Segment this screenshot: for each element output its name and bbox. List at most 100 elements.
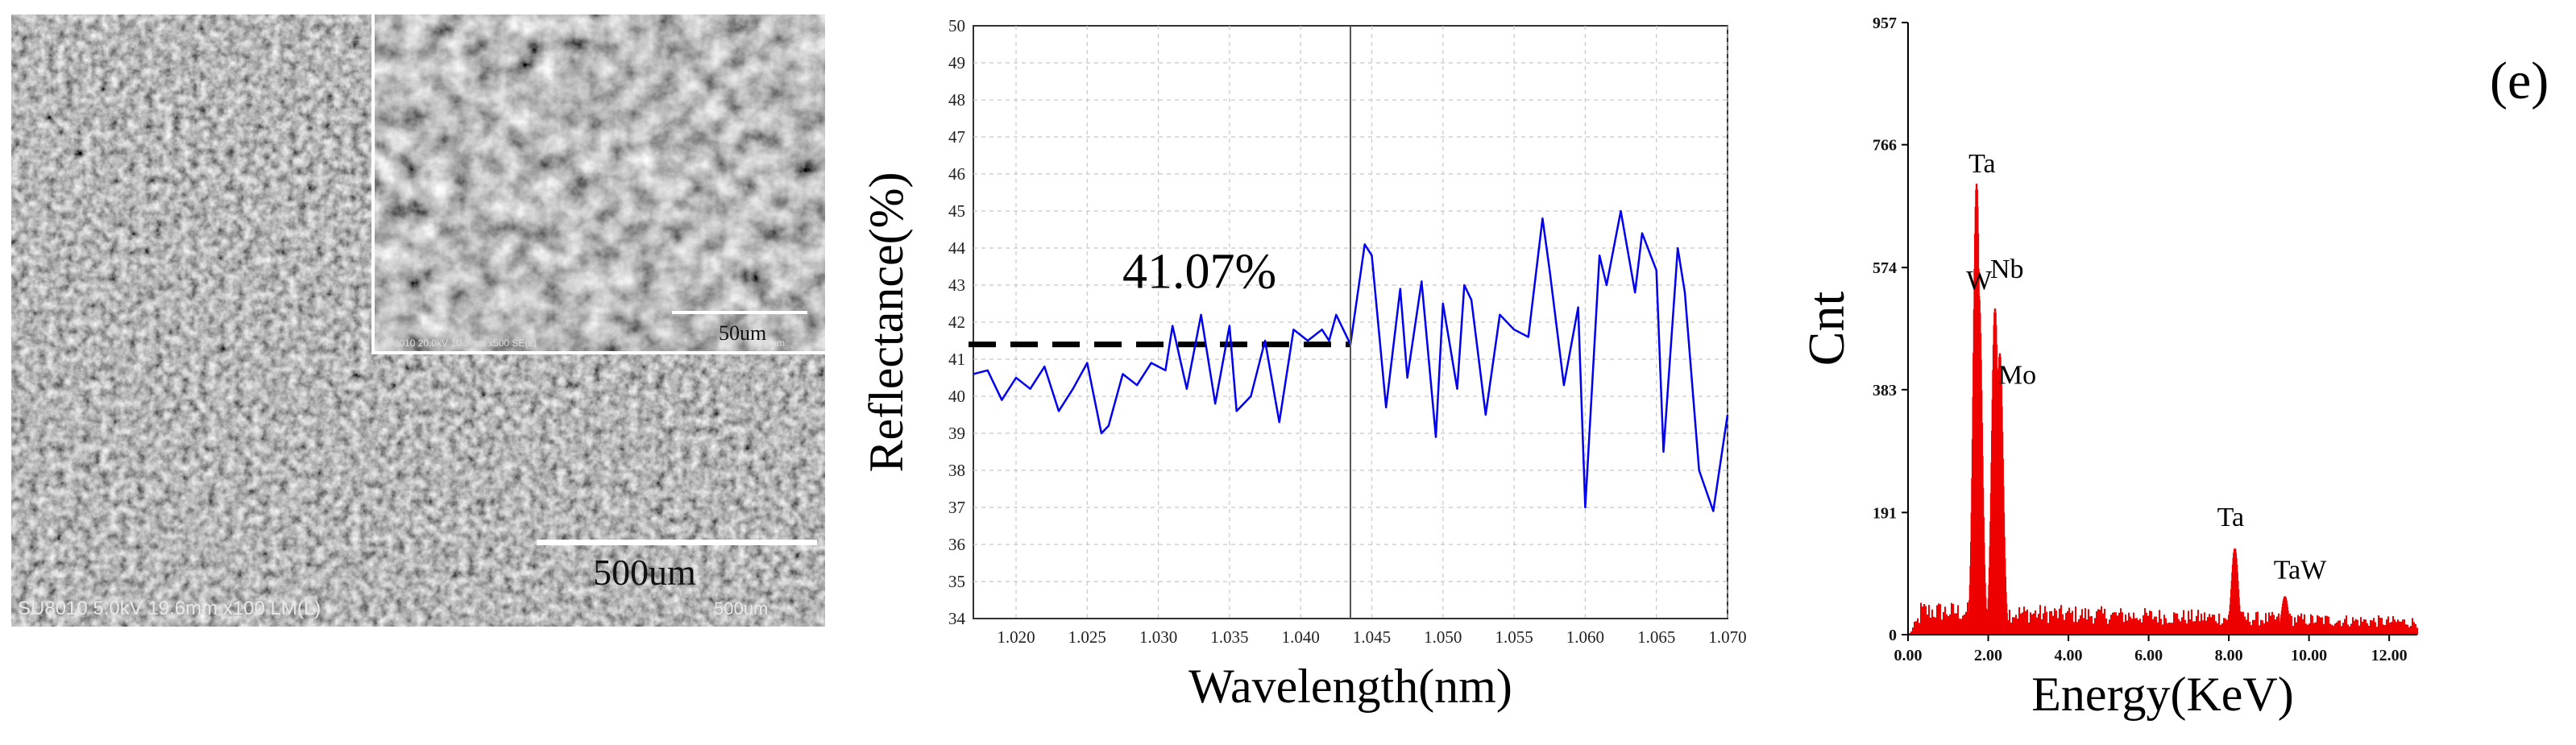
eds-background-bar xyxy=(2205,620,2207,635)
eds-background-bar xyxy=(2014,617,2015,635)
eds-background-bar xyxy=(2407,624,2408,635)
eds-background-bar xyxy=(2226,619,2228,635)
eds-background-bar xyxy=(2131,619,2133,635)
eds-background-bar xyxy=(1914,621,1915,635)
eds-background-bar xyxy=(1962,615,1964,635)
eds-background-bar xyxy=(1964,614,1965,635)
eds-background-bar xyxy=(1930,617,1931,635)
reflectance-chart-panel: 34 35 36 37 38 39 40 41 42 43 44 45 46 47 48 49 50 1.020… xyxy=(854,8,1781,733)
eds-background-bar xyxy=(2410,626,2412,635)
eds-background-bar xyxy=(2191,609,2192,635)
eds-background-bar xyxy=(1933,616,1935,635)
eds-background-bar xyxy=(2302,619,2304,635)
eds-background-bar xyxy=(2118,612,2120,635)
reflectance-y-tick-label: 50 xyxy=(948,16,965,35)
eds-background-bar xyxy=(2026,609,2028,635)
eds-background-bar xyxy=(2175,613,2176,635)
eds-background-bar xyxy=(2249,621,2250,635)
eds-background-bar xyxy=(2072,610,2073,635)
eds-background-bar xyxy=(2389,623,2391,635)
reflectance-x-tick-label: 1.050 xyxy=(1424,627,1462,647)
eds-background-bar xyxy=(1941,619,1943,635)
eds-background-bar xyxy=(1917,618,1919,635)
eds-background-bar xyxy=(2093,623,2094,635)
eds-background-bar xyxy=(2197,610,2199,635)
eds-background-bar xyxy=(2262,620,2263,635)
eds-peak-bar xyxy=(1985,608,1988,635)
eds-background-bar xyxy=(2167,623,2168,635)
eds-background-bar xyxy=(2018,607,2020,635)
eds-background-bar xyxy=(2220,624,2221,635)
eds-background-bar xyxy=(2144,608,2146,635)
eds-background-bar xyxy=(2396,622,2397,635)
eds-background-bar xyxy=(2112,612,2113,635)
eds-background-bar xyxy=(2354,620,2355,635)
eds-background-bar xyxy=(2147,615,2149,635)
eds-background-bar xyxy=(1965,611,1967,635)
main-scale-small: 500um xyxy=(714,598,768,619)
eds-x-axis-label: Energy(KeV) xyxy=(2031,668,2293,721)
eds-background-bar xyxy=(2044,606,2046,635)
reflectance-x-tick-label: 1.045 xyxy=(1353,627,1391,647)
eds-peak-label: Mo xyxy=(1998,361,2036,391)
eds-background-bar xyxy=(1936,605,1938,635)
eds-background-bar xyxy=(2296,622,2297,635)
reflectance-y-tick-label: 48 xyxy=(948,90,965,110)
eds-background-bar xyxy=(2139,619,2141,635)
eds-background-bar xyxy=(1944,606,1946,635)
eds-background-bar xyxy=(2257,611,2259,635)
eds-background-bar xyxy=(1925,606,1927,635)
eds-background-bar xyxy=(2081,609,2083,635)
eds-background-bar xyxy=(2060,605,2062,635)
eds-background-bar xyxy=(2307,624,2308,635)
eds-background-bar xyxy=(2201,613,2202,635)
eds-background-bar xyxy=(2321,617,2323,635)
reflectance-y-tick-label: 43 xyxy=(948,275,965,295)
eds-background-bar xyxy=(2123,622,2125,635)
eds-background-bar xyxy=(2242,611,2244,635)
eds-background-bar xyxy=(2188,610,2189,635)
eds-background-bar xyxy=(2404,619,2405,635)
eds-background-bar xyxy=(2402,619,2404,635)
eds-x-tick-label: 10.00 xyxy=(2291,647,2327,664)
eds-x-tick-label: 12.00 xyxy=(2371,647,2408,664)
eds-background-bar xyxy=(2162,624,2163,635)
eds-background-bar xyxy=(2268,612,2270,635)
eds-background-bar xyxy=(2265,613,2267,635)
eds-background-bar xyxy=(2299,616,2300,635)
inset-scale-small: 50.0um xyxy=(753,337,785,349)
eds-background-bar xyxy=(2138,620,2139,635)
eds-background-bar xyxy=(2178,619,2180,635)
eds-background-bar xyxy=(2276,616,2278,635)
eds-background-bar xyxy=(1960,619,1962,635)
eds-background-bar xyxy=(2028,622,2030,635)
eds-background-bar xyxy=(2379,618,2381,635)
eds-background-bar xyxy=(2210,617,2212,635)
eds-background-bar xyxy=(2102,613,2104,635)
eds-background-bar xyxy=(2146,612,2147,635)
eds-background-bar xyxy=(2184,619,2186,635)
eds-background-bar xyxy=(2267,621,2268,635)
eds-background-bar xyxy=(1938,603,1939,635)
eds-background-bar xyxy=(1927,615,1928,635)
reflectance-y-tick-label: 49 xyxy=(948,53,965,72)
eds-background-bar xyxy=(1949,614,1951,635)
eds-background-bar xyxy=(2204,612,2205,635)
eds-background-bar xyxy=(2207,617,2209,635)
eds-background-bar xyxy=(2394,619,2396,635)
eds-background-bar xyxy=(1915,621,1917,635)
eds-background-bar xyxy=(2329,623,2331,635)
eds-peak-bar xyxy=(2290,628,2292,635)
eds-background-bar xyxy=(2412,618,2413,635)
eds-background-bar xyxy=(2064,619,2065,635)
eds-background-bar xyxy=(2125,614,2126,635)
eds-background-bar xyxy=(2383,624,2384,635)
eds-background-bar xyxy=(2097,609,2099,635)
eds-background-bar xyxy=(2218,613,2220,635)
eds-background-bar xyxy=(2065,613,2067,635)
eds-spectrum-panel: 0 191 383 574 766 957 0.00 2.00 4.00 6.00 8.00 10.… xyxy=(1797,8,2576,741)
eds-background-bar xyxy=(2352,617,2354,635)
eds-background-bar xyxy=(2088,609,2089,635)
eds-background-bar xyxy=(2270,615,2271,635)
